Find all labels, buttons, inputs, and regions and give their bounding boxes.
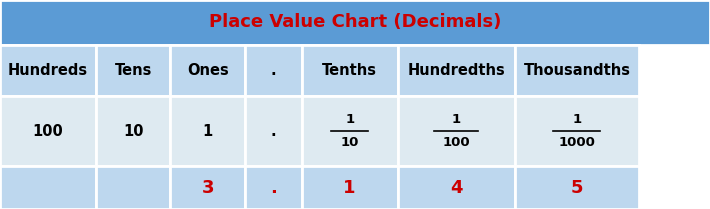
FancyBboxPatch shape	[0, 166, 96, 209]
FancyBboxPatch shape	[245, 96, 302, 166]
Text: 10: 10	[341, 136, 359, 149]
FancyBboxPatch shape	[96, 45, 170, 96]
Text: .: .	[271, 124, 276, 139]
Text: Tens: Tens	[114, 63, 152, 78]
FancyBboxPatch shape	[170, 96, 245, 166]
Text: 100: 100	[442, 136, 470, 149]
FancyBboxPatch shape	[0, 96, 96, 166]
Text: Hundreds: Hundreds	[8, 63, 88, 78]
FancyBboxPatch shape	[0, 0, 710, 45]
FancyBboxPatch shape	[170, 45, 245, 96]
Text: 1: 1	[345, 113, 354, 126]
Text: Thousandths: Thousandths	[523, 63, 630, 78]
Text: .: .	[271, 63, 276, 78]
FancyBboxPatch shape	[302, 45, 398, 96]
Text: 1: 1	[572, 113, 581, 126]
Text: 1: 1	[452, 113, 461, 126]
Text: Place Value Chart (Decimals): Place Value Chart (Decimals)	[209, 13, 501, 32]
FancyBboxPatch shape	[398, 96, 515, 166]
Text: 1: 1	[344, 178, 356, 197]
FancyBboxPatch shape	[515, 45, 639, 96]
FancyBboxPatch shape	[515, 166, 639, 209]
FancyBboxPatch shape	[398, 166, 515, 209]
FancyBboxPatch shape	[0, 45, 96, 96]
FancyBboxPatch shape	[245, 45, 302, 96]
Text: Tenths: Tenths	[322, 63, 377, 78]
Text: Hundredths: Hundredths	[408, 63, 505, 78]
Text: .: .	[270, 178, 277, 197]
Text: 5: 5	[571, 178, 583, 197]
Text: 4: 4	[450, 178, 462, 197]
FancyBboxPatch shape	[302, 166, 398, 209]
FancyBboxPatch shape	[96, 96, 170, 166]
FancyBboxPatch shape	[96, 166, 170, 209]
Text: 1: 1	[202, 124, 213, 139]
FancyBboxPatch shape	[302, 96, 398, 166]
Text: 100: 100	[33, 124, 63, 139]
Text: Ones: Ones	[187, 63, 229, 78]
FancyBboxPatch shape	[245, 166, 302, 209]
FancyBboxPatch shape	[170, 166, 245, 209]
FancyBboxPatch shape	[515, 96, 639, 166]
Text: 3: 3	[202, 178, 214, 197]
FancyBboxPatch shape	[398, 45, 515, 96]
Text: 1000: 1000	[559, 136, 595, 149]
Text: 10: 10	[123, 124, 143, 139]
